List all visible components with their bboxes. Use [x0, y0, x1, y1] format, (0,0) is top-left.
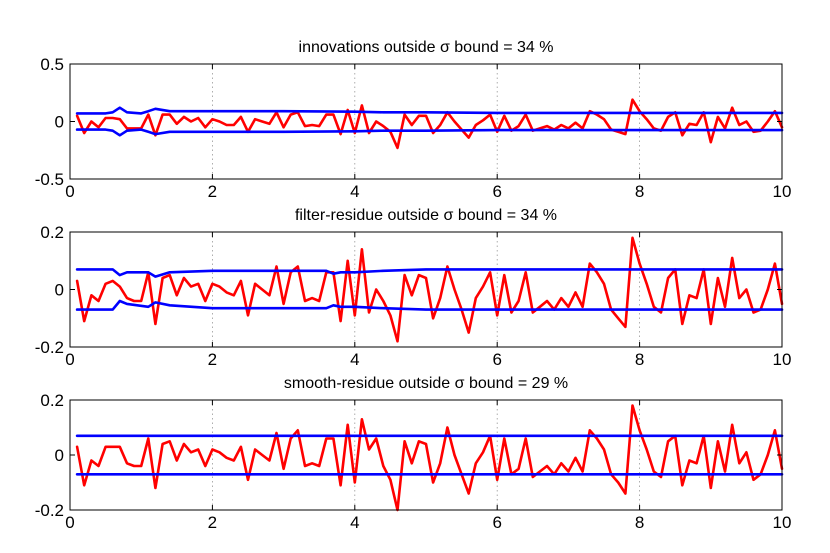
x-tick-label: 2: [208, 182, 217, 201]
y-tick-label: -0.2: [35, 338, 64, 357]
x-tick-label: 6: [492, 350, 501, 369]
panel-title: smooth-residue outside σ bound = 29 %: [284, 375, 568, 392]
y-tick-label: 0.2: [40, 391, 64, 410]
y-tick-label: 0: [55, 446, 64, 465]
upper-sigma-bound-line: [75, 106, 784, 115]
x-tick-label: 10: [773, 350, 792, 369]
y-tick-label: 0: [55, 281, 64, 300]
x-tick-label: 6: [492, 182, 501, 201]
x-tick-label: 0: [65, 513, 74, 532]
y-tick-label: 0.2: [40, 223, 64, 242]
x-tick-label: 8: [635, 513, 644, 532]
y-tick-label: -0.5: [35, 170, 64, 189]
upper-sigma-bound-line: [75, 268, 784, 278]
x-tick-label: 8: [635, 182, 644, 201]
y-tick-label: 0: [55, 113, 64, 132]
lower-sigma-bound-line: [75, 128, 784, 137]
plot-area: [70, 64, 782, 179]
x-tick-label: 10: [773, 182, 792, 201]
residual-series-line: [75, 404, 784, 512]
x-tick-label: 4: [350, 182, 359, 201]
x-tick-label: 2: [208, 513, 217, 532]
panel-title: filter-residue outside σ bound = 34 %: [295, 207, 557, 224]
x-tick-label: 0: [65, 182, 74, 201]
residual-series-line: [75, 98, 784, 150]
x-tick-label: 4: [350, 350, 359, 369]
lower-sigma-bound-line: [75, 299, 784, 311]
x-tick-label: 0: [65, 350, 74, 369]
panel-title: innovations outside σ bound = 34 %: [299, 39, 554, 56]
x-tick-label: 2: [208, 350, 217, 369]
y-tick-label: 0.5: [40, 55, 64, 74]
x-tick-label: 10: [773, 513, 792, 532]
plot-area: [70, 232, 782, 347]
plot-area: [70, 400, 782, 510]
x-tick-label: 6: [492, 513, 501, 532]
x-tick-label: 8: [635, 350, 644, 369]
x-tick-label: 4: [350, 513, 359, 532]
residual-series-line: [75, 236, 784, 343]
y-tick-label: -0.2: [35, 501, 64, 520]
